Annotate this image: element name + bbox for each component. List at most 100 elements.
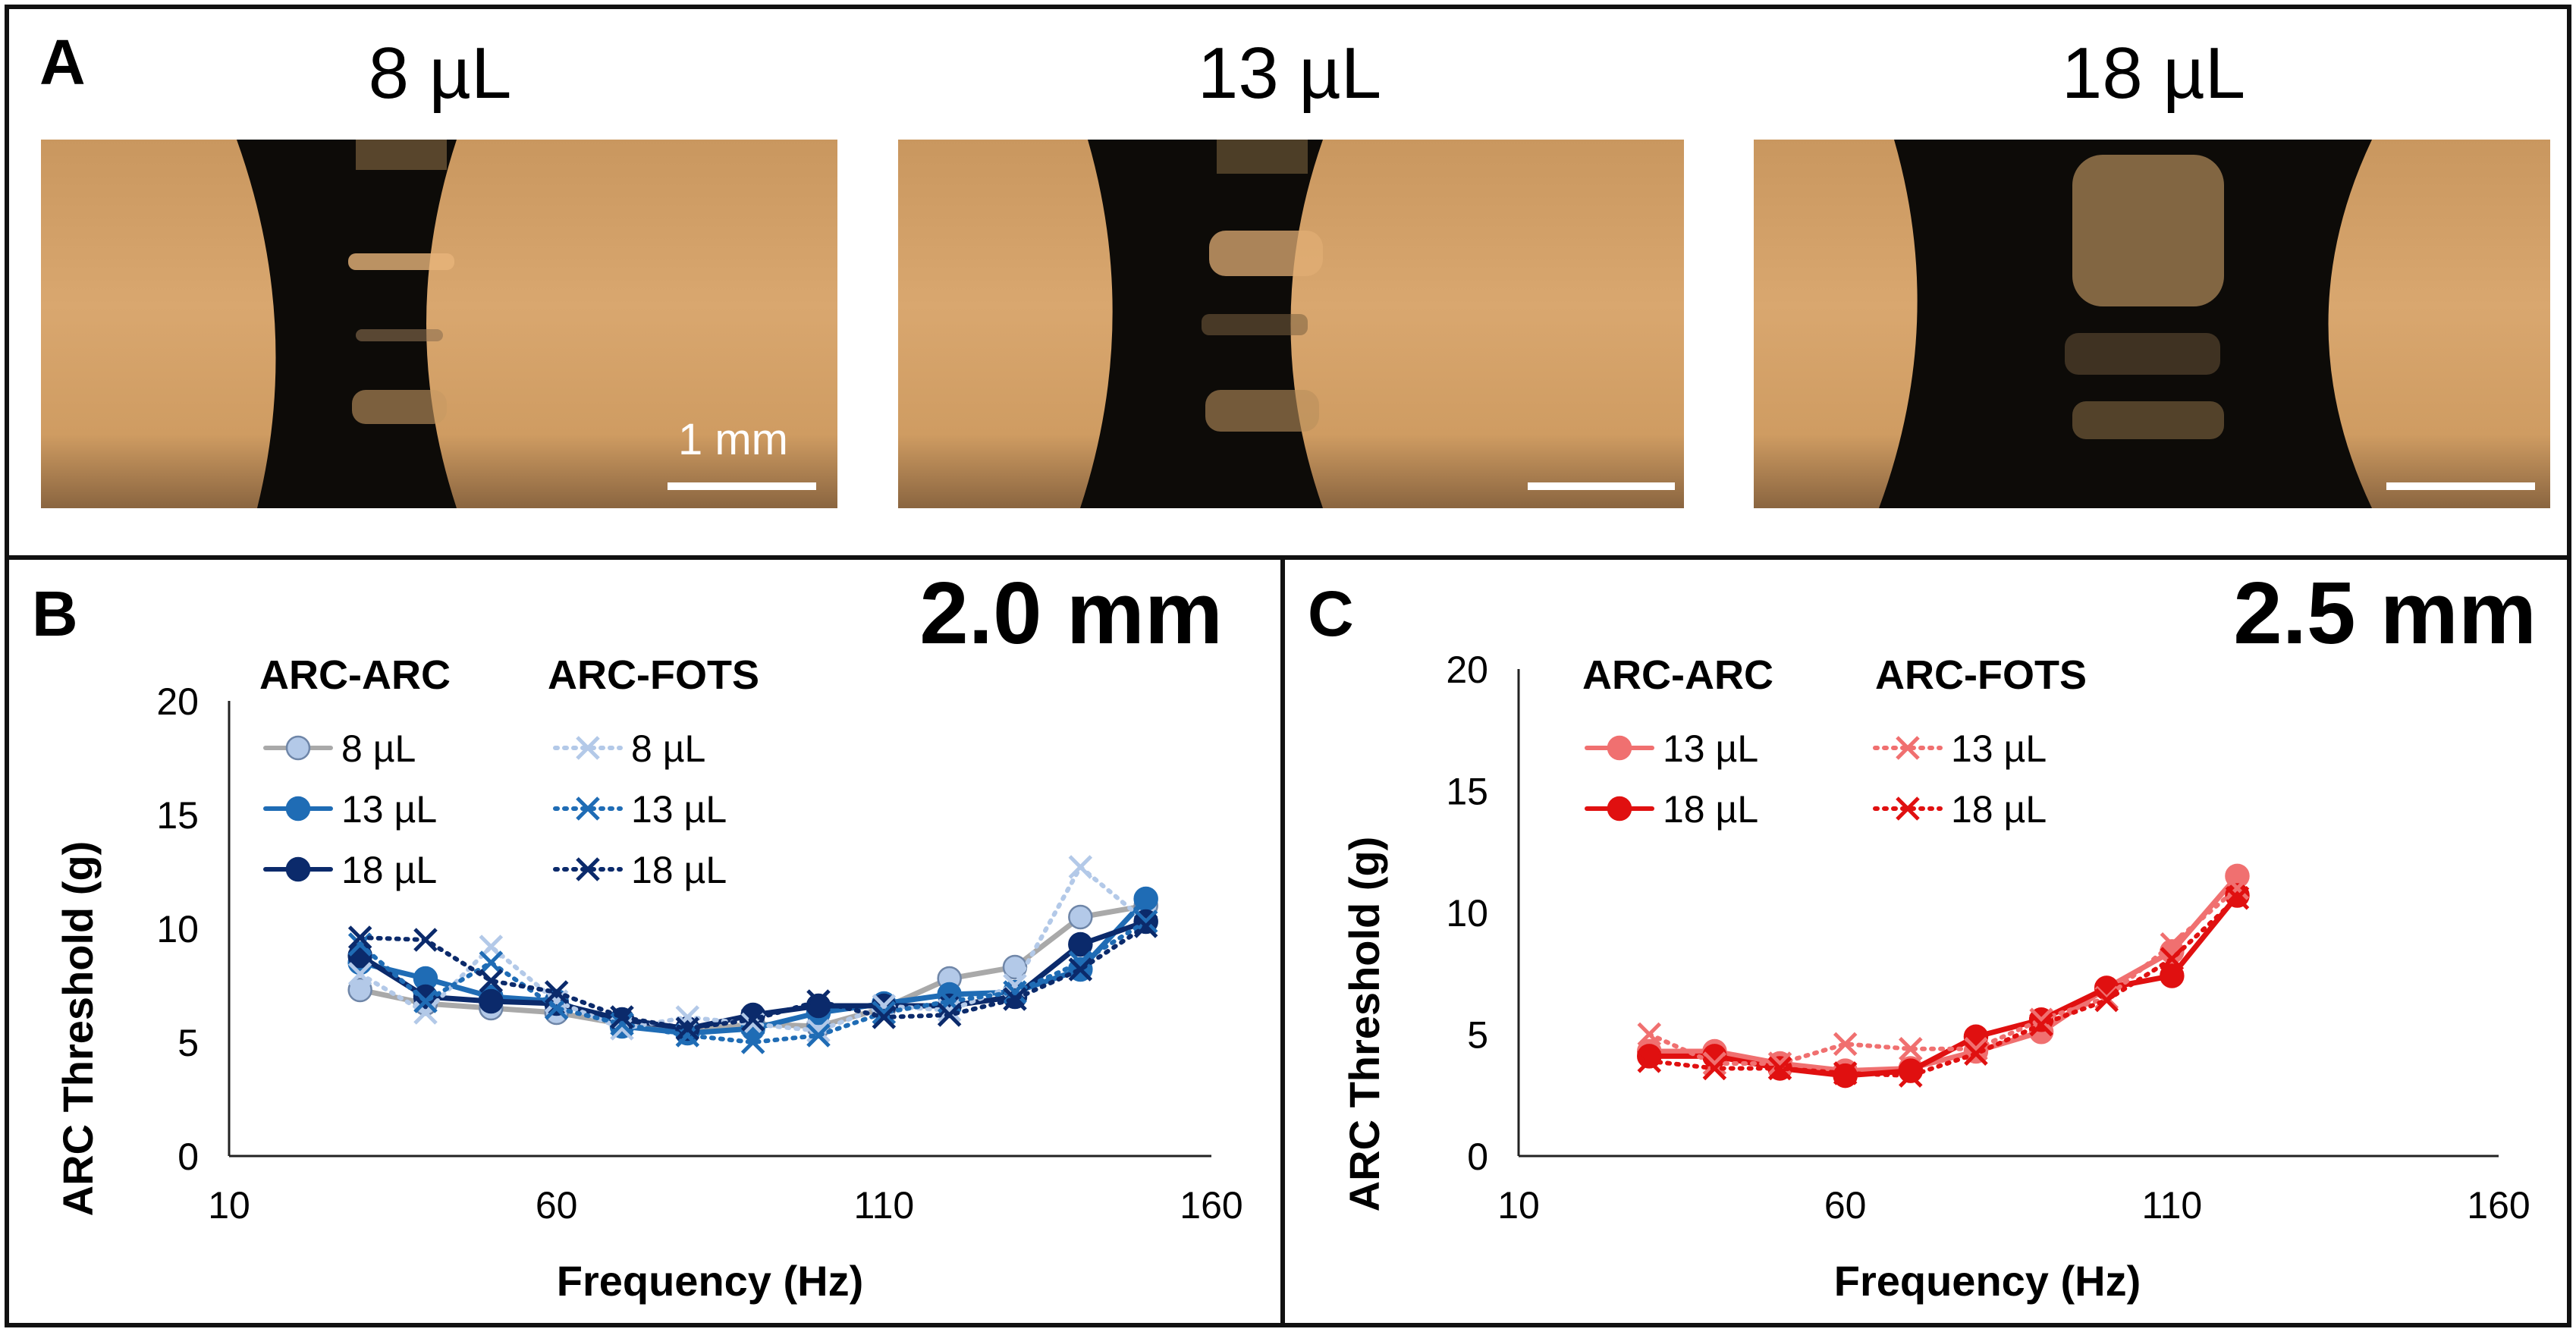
data-point: [1133, 886, 1158, 912]
data-point: [2160, 963, 2185, 988]
data-point: [872, 1001, 897, 1025]
legend-group-arc-fots: ARC-FOTS: [1875, 652, 2087, 698]
series-line: [1647, 895, 2240, 1079]
data-point: [1637, 1049, 1662, 1073]
y-axis-label: ARC Threshold (g): [54, 841, 102, 1217]
data-point: [740, 1007, 765, 1032]
data-point: [413, 1001, 438, 1025]
legend-marker: [285, 735, 311, 761]
data-point: [479, 969, 504, 993]
data-point: [1898, 1058, 1924, 1083]
legend-label: 8 µL: [631, 727, 705, 770]
data-point: [1068, 855, 1093, 879]
chart-title: 2.5 mm: [2233, 564, 2537, 662]
data-point: [806, 1023, 831, 1048]
data-point: [1702, 1056, 1727, 1081]
data-point: [806, 993, 831, 1019]
data-point: [675, 1005, 700, 1029]
y-tick-label: 0: [177, 1136, 199, 1178]
y-tick-label: 15: [156, 794, 199, 837]
data-point: [2160, 947, 2185, 971]
legend-marker: [576, 857, 600, 881]
y-tick-label: 20: [1446, 649, 1488, 691]
data-point: [1002, 954, 1028, 980]
data-point: [1899, 1063, 1923, 1088]
legend-label: 8 µL: [341, 727, 416, 770]
data-point: [1767, 1056, 1792, 1081]
panel-letter-a: A: [39, 27, 86, 98]
legend-group-arc-fots: ARC-FOTS: [548, 652, 759, 698]
scale-bar-13: [1528, 482, 1675, 490]
chart-c: C 2.5 mm ARC-ARC ARC-FOTS Frequency (Hz)…: [1308, 564, 2537, 1305]
data-point: [347, 962, 372, 986]
data-point: [1833, 1032, 1858, 1057]
droplet-photo-18ul: [1754, 140, 2550, 508]
data-point: [937, 1003, 962, 1027]
legend-label: 13 µL: [341, 788, 437, 831]
legend-label: 18 µL: [631, 849, 727, 891]
legend-marker: [1896, 736, 1920, 760]
chart-b: B 2.0 mm ARC-ARC ARC-FOTS Frequency (Hz)…: [32, 564, 1243, 1305]
y-tick-label: 10: [156, 908, 199, 950]
x-tick-label: 10: [1497, 1184, 1540, 1227]
droplet-photo-8ul: 1 mm: [41, 140, 837, 508]
x-axis-label: Frequency (Hz): [557, 1257, 864, 1305]
droplet-photo-13ul: [898, 140, 1684, 508]
legend-label: 13 µL: [1663, 727, 1758, 770]
data-point: [1899, 1036, 1923, 1061]
y-axis-label: ARC Threshold (g): [1340, 837, 1388, 1212]
x-tick-label: 60: [536, 1184, 578, 1227]
data-point: [1068, 957, 1093, 982]
legend-label: 18 µL: [341, 849, 437, 891]
panel-b: B 2.0 mm ARC-ARC ARC-FOTS Frequency (Hz)…: [5, 555, 1285, 1327]
legend-marker: [285, 856, 311, 882]
legend-label: 13 µL: [631, 788, 727, 831]
data-point: [675, 1016, 700, 1041]
panel-a: A 8 µL 13 µL 18 µL 1 mm: [5, 5, 2571, 560]
series-line: [1647, 885, 2240, 1067]
data-point: [1637, 1044, 1662, 1069]
legend-label: 18 µL: [1663, 788, 1758, 831]
x-axis-label: Frequency (Hz): [1834, 1257, 2141, 1305]
legend-group-arc-arc: ARC-ARC: [1582, 652, 1773, 698]
data-point: [2225, 876, 2250, 900]
data-point: [1637, 1022, 1662, 1047]
data-point: [1068, 904, 1093, 930]
panel-c: C 2.5 mm ARC-ARC ARC-FOTS Frequency (Hz)…: [1280, 555, 2571, 1327]
panel-letter-c: C: [1308, 578, 1354, 649]
x-tick-label: 160: [2467, 1184, 2530, 1227]
y-tick-label: 5: [1467, 1014, 1488, 1057]
legend-label: 13 µL: [1951, 727, 2047, 770]
data-point: [2029, 1012, 2053, 1037]
y-tick-label: 20: [156, 680, 199, 723]
data-point: [413, 928, 438, 952]
scale-bar-18: [2386, 482, 2535, 490]
legend-marker: [1607, 796, 1632, 822]
chart-title: 2.0 mm: [919, 564, 1223, 662]
legend-label: 18 µL: [1951, 788, 2047, 831]
data-point: [413, 989, 438, 1013]
data-point: [544, 980, 569, 1004]
x-tick-label: 110: [2141, 1184, 2202, 1227]
volume-label-13: 13 µL: [1197, 33, 1382, 114]
legend-group-arc-arc: ARC-ARC: [259, 652, 451, 698]
legend-marker: [1607, 735, 1632, 761]
x-tick-label: 60: [1824, 1184, 1867, 1227]
data-point: [347, 925, 372, 950]
data-point: [1133, 914, 1158, 938]
data-point: [2225, 885, 2250, 910]
y-tick-label: 0: [1467, 1136, 1488, 1178]
scale-bar: [668, 482, 816, 490]
data-point: [1003, 987, 1027, 1011]
legend-marker: [576, 796, 600, 821]
y-tick-label: 10: [1446, 892, 1488, 935]
data-point: [1833, 1061, 1858, 1085]
data-point: [806, 989, 831, 1013]
x-tick-label: 160: [1180, 1184, 1242, 1227]
volume-label-18: 18 µL: [2061, 33, 2246, 114]
data-point: [1964, 1036, 1988, 1061]
legend-marker: [576, 736, 600, 760]
volume-label-8: 8 µL: [368, 33, 512, 114]
y-tick-label: 15: [1446, 771, 1488, 813]
data-point: [872, 1005, 897, 1029]
